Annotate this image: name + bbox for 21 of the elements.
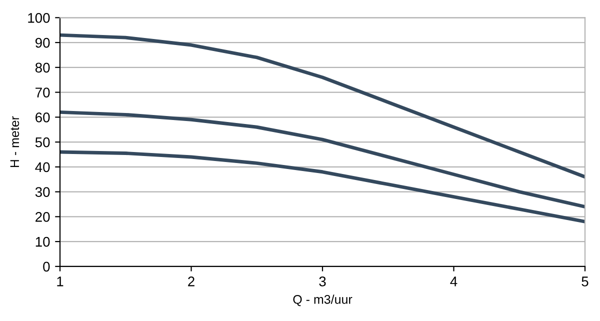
y-tick-label: 40	[35, 162, 50, 172]
x-tick-label: 5	[582, 276, 588, 286]
y-tick-label: 30	[35, 187, 50, 197]
x-tick-label: 1	[57, 276, 64, 286]
y-tick-label: 50	[35, 137, 50, 148]
line-series	[60, 33, 585, 179]
y-tick-label: 20	[36, 212, 50, 222]
line-series	[60, 110, 585, 208]
y-tick-label: 10	[36, 236, 50, 247]
y-tick-label: 60	[36, 112, 50, 122]
x-tick-label: 2	[188, 276, 194, 286]
x-tick-label: 3	[319, 276, 326, 286]
y-tick-label: 0	[43, 262, 50, 272]
x-tick-label: 4	[450, 276, 458, 286]
y-tick-label: 90	[35, 38, 50, 48]
y-axis-title: H - meter	[10, 116, 20, 168]
x-axis-title: Q - m3/uur	[293, 294, 352, 306]
y-tick-label: 70	[36, 88, 50, 98]
y-tick-label: 100	[28, 12, 50, 23]
line-series	[60, 150, 585, 224]
y-tick-label: 80	[35, 62, 50, 73]
